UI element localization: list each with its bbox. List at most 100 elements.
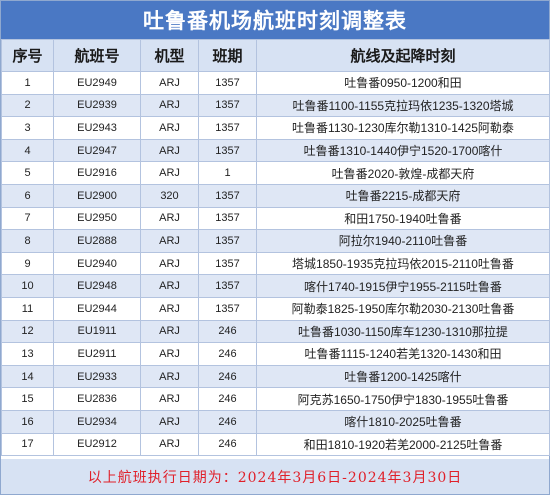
cell-flight: EU1911 [53, 319, 141, 344]
cell-days: 1357 [198, 116, 257, 140]
cell-days: 246 [198, 319, 257, 344]
cell-flight: EU2836 [53, 387, 141, 411]
table-row: 14 EU2933 ARJ 246 吐鲁番1200-1425喀什 [1, 364, 550, 389]
cell-flight: EU2943 [53, 116, 141, 140]
table-row: 8 EU2888 ARJ 1357 阿拉尔1940-2110吐鲁番 [1, 229, 550, 253]
cell-route: 吐鲁番1030-1150库车1230-1310那拉提 [256, 319, 550, 344]
cell-index: 15 [1, 387, 54, 411]
cell-flight: EU2939 [53, 93, 141, 118]
validity-note: 以上航班执行日期为：2024年3月6日-2024年3月30日 [1, 459, 549, 494]
cell-index: 3 [1, 116, 54, 140]
cell-days: 246 [198, 409, 257, 434]
cell-flight: EU2888 [53, 229, 141, 253]
cell-flight: EU2911 [53, 342, 141, 366]
cell-route: 吐鲁番1310-1440伊宁1520-1700喀什 [256, 138, 550, 163]
cell-days: 1357 [198, 206, 257, 231]
cell-route: 吐鲁番0950-1200和田 [256, 71, 550, 95]
column-header-flight: 航班号 [53, 39, 141, 72]
cell-flight: EU2947 [53, 138, 141, 163]
cell-days: 246 [198, 342, 257, 366]
cell-aircraft: ARJ [140, 409, 199, 434]
cell-flight: EU2912 [53, 432, 141, 457]
cell-aircraft: ARJ [140, 319, 199, 344]
cell-index: 17 [1, 432, 54, 457]
cell-aircraft: ARJ [140, 206, 199, 231]
cell-route: 吐鲁番1200-1425喀什 [256, 364, 550, 389]
cell-flight: EU2916 [53, 161, 141, 185]
cell-aircraft: ARJ [140, 364, 199, 389]
cell-aircraft: ARJ [140, 342, 199, 366]
column-header-days: 班期 [198, 39, 257, 72]
cell-index: 14 [1, 364, 54, 389]
cell-index: 8 [1, 229, 54, 253]
cell-flight: EU2900 [53, 183, 141, 208]
cell-aircraft: ARJ [140, 138, 199, 163]
cell-days: 246 [198, 432, 257, 457]
cell-index: 10 [1, 274, 54, 298]
table-row: 6 EU2900 320 1357 吐鲁番2215-成都天府 [1, 183, 550, 208]
cell-route: 吐鲁番1100-1155克拉玛依1235-1320塔城 [256, 93, 550, 118]
cell-flight: EU2944 [53, 296, 141, 321]
cell-route: 喀什1810-2025吐鲁番 [256, 409, 550, 434]
cell-route: 喀什1740-1915伊宁1955-2115吐鲁番 [256, 274, 550, 298]
cell-flight: EU2950 [53, 206, 141, 231]
table-row: 17 EU2912 ARJ 246 和田1810-1920若羌2000-2125吐鲁番 [1, 432, 550, 457]
cell-route: 吐鲁番1115-1240若羌1320-1430和田 [256, 342, 550, 366]
table-row: 12 EU1911 ARJ 246 吐鲁番1030-1150库车1230-1310那拉提 [1, 319, 550, 344]
cell-days: 246 [198, 387, 257, 411]
cell-route: 和田1810-1920若羌2000-2125吐鲁番 [256, 432, 550, 457]
cell-index: 9 [1, 251, 54, 276]
table-row: 13 EU2911 ARJ 246 吐鲁番1115-1240若羌1320-1430和田 [1, 342, 550, 366]
cell-index: 13 [1, 342, 54, 366]
table-row: 1 EU2949 ARJ 1357 吐鲁番0950-1200和田 [1, 71, 550, 95]
cell-days: 1357 [198, 138, 257, 163]
table-row: 4 EU2947 ARJ 1357 吐鲁番1310-1440伊宁1520-1700喀什 [1, 138, 550, 163]
cell-days: 246 [198, 364, 257, 389]
cell-route: 阿勒泰1825-1950库尔勒2030-2130吐鲁番 [256, 296, 550, 321]
cell-days: 1357 [198, 93, 257, 118]
cell-aircraft: ARJ [140, 274, 199, 298]
cell-aircraft: ARJ [140, 432, 199, 457]
page-title: 吐鲁番机场航班时刻调整表 [1, 1, 549, 39]
cell-aircraft: ARJ [140, 387, 199, 411]
cell-route: 吐鲁番2020-敦煌-成都天府 [256, 161, 550, 185]
cell-index: 12 [1, 319, 54, 344]
cell-days: 1357 [198, 251, 257, 276]
cell-aircraft: ARJ [140, 71, 199, 95]
cell-days: 1357 [198, 296, 257, 321]
cell-aircraft: ARJ [140, 93, 199, 118]
table-row: 9 EU2940 ARJ 1357 塔城1850-1935克拉玛依2015-2110吐鲁… [1, 251, 550, 276]
cell-aircraft: ARJ [140, 296, 199, 321]
table-row: 2 EU2939 ARJ 1357 吐鲁番1100-1155克拉玛依1235-1320塔… [1, 93, 550, 118]
table-header: 序号 航班号 机型 班期 航线及起降时刻 [1, 39, 550, 72]
cell-index: 1 [1, 71, 54, 95]
table-body: 1 EU2949 ARJ 1357 吐鲁番0950-1200和田 2 EU2939 ARJ 13… [1, 71, 550, 457]
column-header-route: 航线及起降时刻 [256, 39, 550, 72]
cell-index: 2 [1, 93, 54, 118]
schedule-table: 序号 航班号 机型 班期 航线及起降时刻 1 EU2949 ARJ 1357 吐鲁番09… [1, 39, 550, 457]
table-row: 5 EU2916 ARJ 1 吐鲁番2020-敦煌-成都天府 [1, 161, 550, 185]
cell-flight: EU2949 [53, 71, 141, 95]
table-row: 3 EU2943 ARJ 1357 吐鲁番1130-1230库尔勒1310-1425阿勒… [1, 116, 550, 140]
cell-route: 吐鲁番1130-1230库尔勒1310-1425阿勒泰 [256, 116, 550, 140]
table-row: 11 EU2944 ARJ 1357 阿勒泰1825-1950库尔勒2030-2130吐… [1, 296, 550, 321]
cell-days: 1357 [198, 71, 257, 95]
cell-flight: EU2933 [53, 364, 141, 389]
cell-flight: EU2948 [53, 274, 141, 298]
cell-aircraft: ARJ [140, 251, 199, 276]
cell-route: 阿克苏1650-1750伊宁1830-1955吐鲁番 [256, 387, 550, 411]
table-row: 7 EU2950 ARJ 1357 和田1750-1940吐鲁番 [1, 206, 550, 231]
cell-index: 16 [1, 409, 54, 434]
cell-route: 吐鲁番2215-成都天府 [256, 183, 550, 208]
column-header-index: 序号 [1, 39, 54, 72]
cell-aircraft: ARJ [140, 161, 199, 185]
cell-index: 6 [1, 183, 54, 208]
cell-index: 7 [1, 206, 54, 231]
cell-index: 4 [1, 138, 54, 163]
cell-route: 和田1750-1940吐鲁番 [256, 206, 550, 231]
table-row: 16 EU2934 ARJ 246 喀什1810-2025吐鲁番 [1, 409, 550, 434]
header-row: 序号 航班号 机型 班期 航线及起降时刻 [1, 39, 550, 72]
table-row: 10 EU2948 ARJ 1357 喀什1740-1915伊宁1955-2115吐鲁番 [1, 274, 550, 298]
cell-route: 塔城1850-1935克拉玛依2015-2110吐鲁番 [256, 251, 550, 276]
